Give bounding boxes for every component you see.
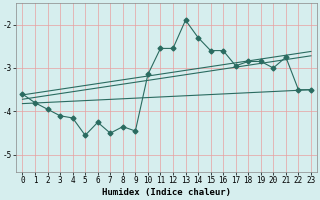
X-axis label: Humidex (Indice chaleur): Humidex (Indice chaleur) xyxy=(102,188,231,197)
